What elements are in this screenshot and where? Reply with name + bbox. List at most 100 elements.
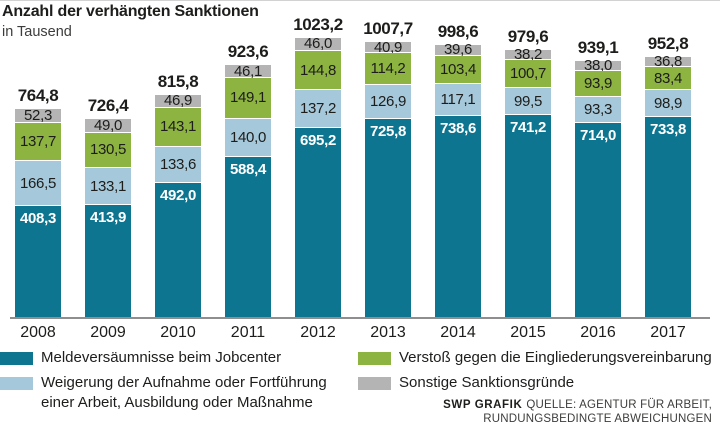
segment-value-label: 38,2	[514, 46, 542, 64]
bar-segment: 103,4	[435, 55, 481, 84]
x-axis-line	[10, 317, 710, 319]
segment-value-label: 143,1	[159, 118, 197, 136]
bar-column: 952,8 36,8 83,4 98,9 733,8 2017	[633, 0, 703, 341]
bar-segment: 133,6	[155, 146, 201, 184]
segment-value-label: 49,0	[94, 116, 122, 134]
legend-column-left: Meldeversäumnisse beim Jobcenter Weigeru…	[0, 348, 358, 418]
segment-value-label: 166,5	[19, 174, 57, 192]
bar-segment: 725,8	[365, 119, 411, 318]
bar-total-label: 952,8	[647, 34, 689, 54]
year-label: 2017	[650, 324, 686, 341]
bar-segment: 695,2	[295, 127, 341, 318]
bar-segment: 140,0	[225, 118, 271, 157]
legend-item-meldeversaeumnisse: Meldeversäumnisse beim Jobcenter	[0, 348, 358, 368]
segment-value-label: 99,5	[514, 92, 542, 110]
year-label: 2009	[90, 324, 126, 341]
legend-label: Sonstige Sanktionsgründe	[399, 374, 575, 391]
bar-segment: 117,1	[435, 83, 481, 116]
legend-swatch-light-blue	[0, 377, 33, 390]
segment-value-label: 149,1	[229, 89, 267, 107]
segment-value-label: 46,0	[304, 35, 332, 53]
bar-stack: 38,2 100,7 99,5 741,2	[505, 46, 551, 318]
bar-segment: 137,2	[295, 90, 341, 128]
bar-stack: 46,0 144,8 137,2 695,2	[295, 35, 341, 318]
legend-item-weigerung: Weigerung der Aufnahme oder Fortführung …	[0, 373, 358, 413]
bar-total-label: 979,6	[507, 26, 549, 46]
bar-stack: 46,9 143,1 133,6 492,0	[155, 92, 201, 318]
segment-value-label: 126,9	[369, 93, 407, 111]
segment-value-label: 725,8	[369, 123, 407, 141]
segment-value-label: 738,6	[439, 119, 477, 137]
bar-total-label: 939,1	[577, 38, 619, 58]
chart-subtitle: in Tausend	[2, 24, 72, 40]
segment-value-label: 741,2	[509, 119, 547, 137]
legend-label: Verstoß gegen die Eingliederungsvereinba…	[399, 349, 712, 366]
segment-value-label: 114,2	[370, 60, 406, 78]
bar-stack: 38,0 93,9 93,3 714,0	[575, 58, 621, 318]
bar-segment: 492,0	[155, 183, 201, 318]
segment-value-label: 144,8	[299, 61, 337, 79]
bar-segment: 738,6	[435, 115, 481, 318]
segment-value-label: 140,0	[229, 128, 267, 146]
bar-stack: 46,1 149,1 140,0 588,4	[225, 64, 271, 318]
bar-segment: 149,1	[225, 77, 271, 119]
bar-segment: 588,4	[225, 157, 271, 318]
segment-value-label: 714,0	[579, 126, 617, 144]
bar-segment: 39,6	[435, 42, 481, 57]
bar-segment: 93,9	[575, 71, 621, 98]
segment-value-label: 93,9	[584, 75, 612, 93]
bar-total-label: 764,8	[17, 85, 59, 105]
bar-segment: 46,1	[225, 64, 271, 79]
bar-segment: 114,2	[365, 53, 411, 85]
year-label: 2016	[580, 324, 616, 341]
segment-value-label: 93,3	[584, 100, 612, 118]
top-divider	[0, 0, 720, 1]
legend-item-sonstige: Sonstige Sanktionsgründe	[358, 373, 712, 393]
segment-value-label: 413,9	[89, 208, 127, 226]
bar-segment: 46,0	[295, 35, 341, 53]
bar-column: 1007,7 40,9 114,2 126,9 725,8 2013	[353, 0, 423, 340]
segment-value-label: 83,4	[654, 69, 682, 87]
bar-total-label: 998,6	[437, 21, 479, 41]
segment-value-label: 117,1	[440, 90, 476, 108]
source-credit: SWP GRAFIK QUELLE: AGENTUR FÜR ARBEIT, RU…	[443, 398, 712, 426]
segment-value-label: 98,9	[654, 94, 682, 112]
stacked-bar-chart: 764,8 52,3 137,7 166,5 408,3 2008 726,4 49,0 130…	[3, 0, 703, 341]
segment-value-label: 137,2	[299, 100, 337, 118]
bar-segment: 144,8	[295, 50, 341, 91]
bar-segment: 143,1	[155, 107, 201, 147]
legend-column-right: Verstoß gegen die Eingliederungsvereinba…	[358, 348, 712, 418]
source-line-1: SWP GRAFIK QUELLE: AGENTUR FÜR ARBEIT,	[443, 398, 712, 412]
legend-label: Meldeversäumnisse beim Jobcenter	[41, 349, 282, 366]
year-label: 2010	[160, 324, 196, 341]
legend-swatch-dark-teal	[0, 352, 33, 365]
chart-header: Anzahl der verhängten Sanktionen in Taus…	[2, 3, 259, 40]
year-label: 2014	[440, 324, 476, 341]
bar-segment: 49,0	[85, 116, 131, 134]
bar-stack: 49,0 130,5 133,1 413,9	[85, 116, 131, 318]
segment-value-label: 100,7	[509, 65, 547, 83]
bar-stack: 52,3 137,7 166,5 408,3	[15, 106, 61, 318]
segment-value-label: 133,1	[89, 177, 127, 195]
bar-segment: 714,0	[575, 122, 621, 318]
year-label: 2008	[20, 324, 56, 341]
brand-label: SWP GRAFIK	[443, 399, 523, 411]
bar-segment: 100,7	[505, 60, 551, 89]
year-label: 2015	[510, 324, 546, 341]
bar-total-label: 1023,2	[293, 15, 343, 35]
bar-segment: 413,9	[85, 204, 131, 318]
bar-segment: 93,3	[575, 97, 621, 123]
bar-column: 979,6 38,2 100,7 99,5 741,2 2015	[493, 0, 563, 341]
bar-column: 764,8 52,3 137,7 166,5 408,3 2008	[3, 0, 73, 341]
segment-value-label: 492,0	[159, 187, 197, 205]
year-label: 2012	[300, 324, 336, 341]
segment-value-label: 103,4	[439, 60, 477, 78]
segment-value-label: 52,3	[24, 106, 52, 124]
bar-column: 726,4 49,0 130,5 133,1 413,9 2009	[73, 0, 143, 341]
bar-total-label: 815,8	[157, 71, 199, 91]
bar-segment: 133,1	[85, 168, 131, 205]
segment-value-label: 695,2	[299, 131, 337, 149]
segment-value-label: 46,9	[164, 92, 192, 110]
legend-swatch-gray	[358, 377, 391, 390]
segment-value-label: 137,7	[19, 132, 57, 150]
